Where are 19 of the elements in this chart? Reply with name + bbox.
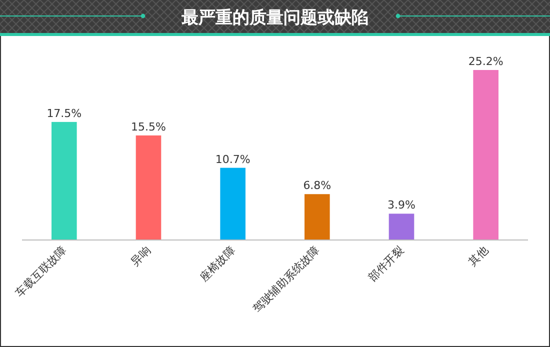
x-tick-label: 部件开裂 bbox=[366, 244, 406, 284]
bar bbox=[136, 135, 162, 240]
x-tick-label: 异响 bbox=[129, 244, 154, 268]
bar bbox=[52, 122, 77, 240]
data-label: 6.8% bbox=[303, 179, 332, 192]
data-label: 15.5% bbox=[131, 120, 166, 134]
bar bbox=[220, 168, 246, 240]
bar bbox=[304, 194, 330, 240]
chart-title: 最严重的质量问题或缺陷 bbox=[180, 8, 368, 28]
data-label: 25.2% bbox=[468, 55, 504, 68]
bar bbox=[388, 214, 414, 240]
x-tick-label: 其他 bbox=[466, 244, 491, 268]
x-tick-label: 驾驶辅助系统故障 bbox=[250, 244, 322, 316]
bar bbox=[473, 70, 498, 240]
data-label: 3.9% bbox=[388, 198, 416, 212]
x-tick-label: 座椅故障 bbox=[197, 244, 238, 284]
data-label: 17.5% bbox=[46, 106, 82, 120]
data-label: 10.7% bbox=[215, 152, 250, 166]
x-tick-label: 车载互联故障 bbox=[13, 244, 70, 300]
